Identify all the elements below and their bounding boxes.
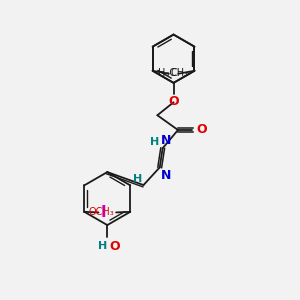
Text: I: I: [100, 205, 106, 220]
Text: N: N: [161, 169, 172, 182]
Text: O: O: [196, 124, 207, 136]
Text: N: N: [161, 134, 172, 147]
Text: H: H: [150, 137, 159, 147]
Text: OCH₃: OCH₃: [88, 207, 114, 218]
Text: H: H: [133, 174, 142, 184]
Text: O: O: [110, 240, 120, 254]
Text: H: H: [98, 241, 107, 251]
Text: H₃C: H₃C: [158, 68, 176, 78]
Text: O: O: [168, 94, 179, 108]
Text: CH₃: CH₃: [170, 68, 188, 78]
